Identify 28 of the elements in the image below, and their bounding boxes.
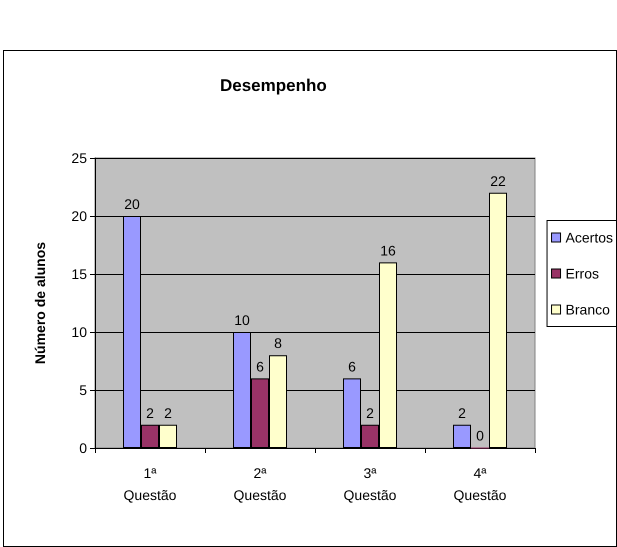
legend-label: Acertos [566, 230, 614, 246]
y-tick-label: 5 [79, 382, 88, 398]
data-label: 10 [234, 312, 250, 328]
data-label: 20 [124, 196, 140, 212]
y-axis-title: Número de alunos [32, 242, 48, 364]
data-label: 16 [380, 242, 396, 258]
data-label: 0 [476, 428, 484, 444]
data-label: 8 [274, 335, 282, 352]
chart-title: Desempenho [220, 76, 327, 95]
y-tick-label: 15 [71, 266, 88, 282]
y-tick-label: 0 [79, 440, 88, 456]
data-label: 6 [348, 358, 356, 374]
y-tick-label: 25 [71, 150, 88, 166]
data-label: 2 [164, 404, 172, 421]
x-tick-label: 3ª Questão [344, 465, 397, 503]
x-tick-label: 4ª Questão [454, 465, 507, 503]
x-tick-label: 1ª Questão [124, 465, 177, 503]
y-tick-label: 10 [71, 324, 88, 340]
x-tick-label: 2ª Questão [234, 465, 287, 503]
data-label: 2 [366, 404, 374, 421]
data-label: 2 [458, 404, 466, 421]
data-label: 6 [256, 358, 264, 374]
legend-label: Branco [566, 302, 610, 318]
data-label: 22 [490, 172, 506, 189]
bar [453, 424, 471, 448]
legend-label: Erros [566, 266, 599, 282]
data-label: 2 [146, 404, 154, 421]
y-tick-label: 20 [71, 208, 88, 224]
